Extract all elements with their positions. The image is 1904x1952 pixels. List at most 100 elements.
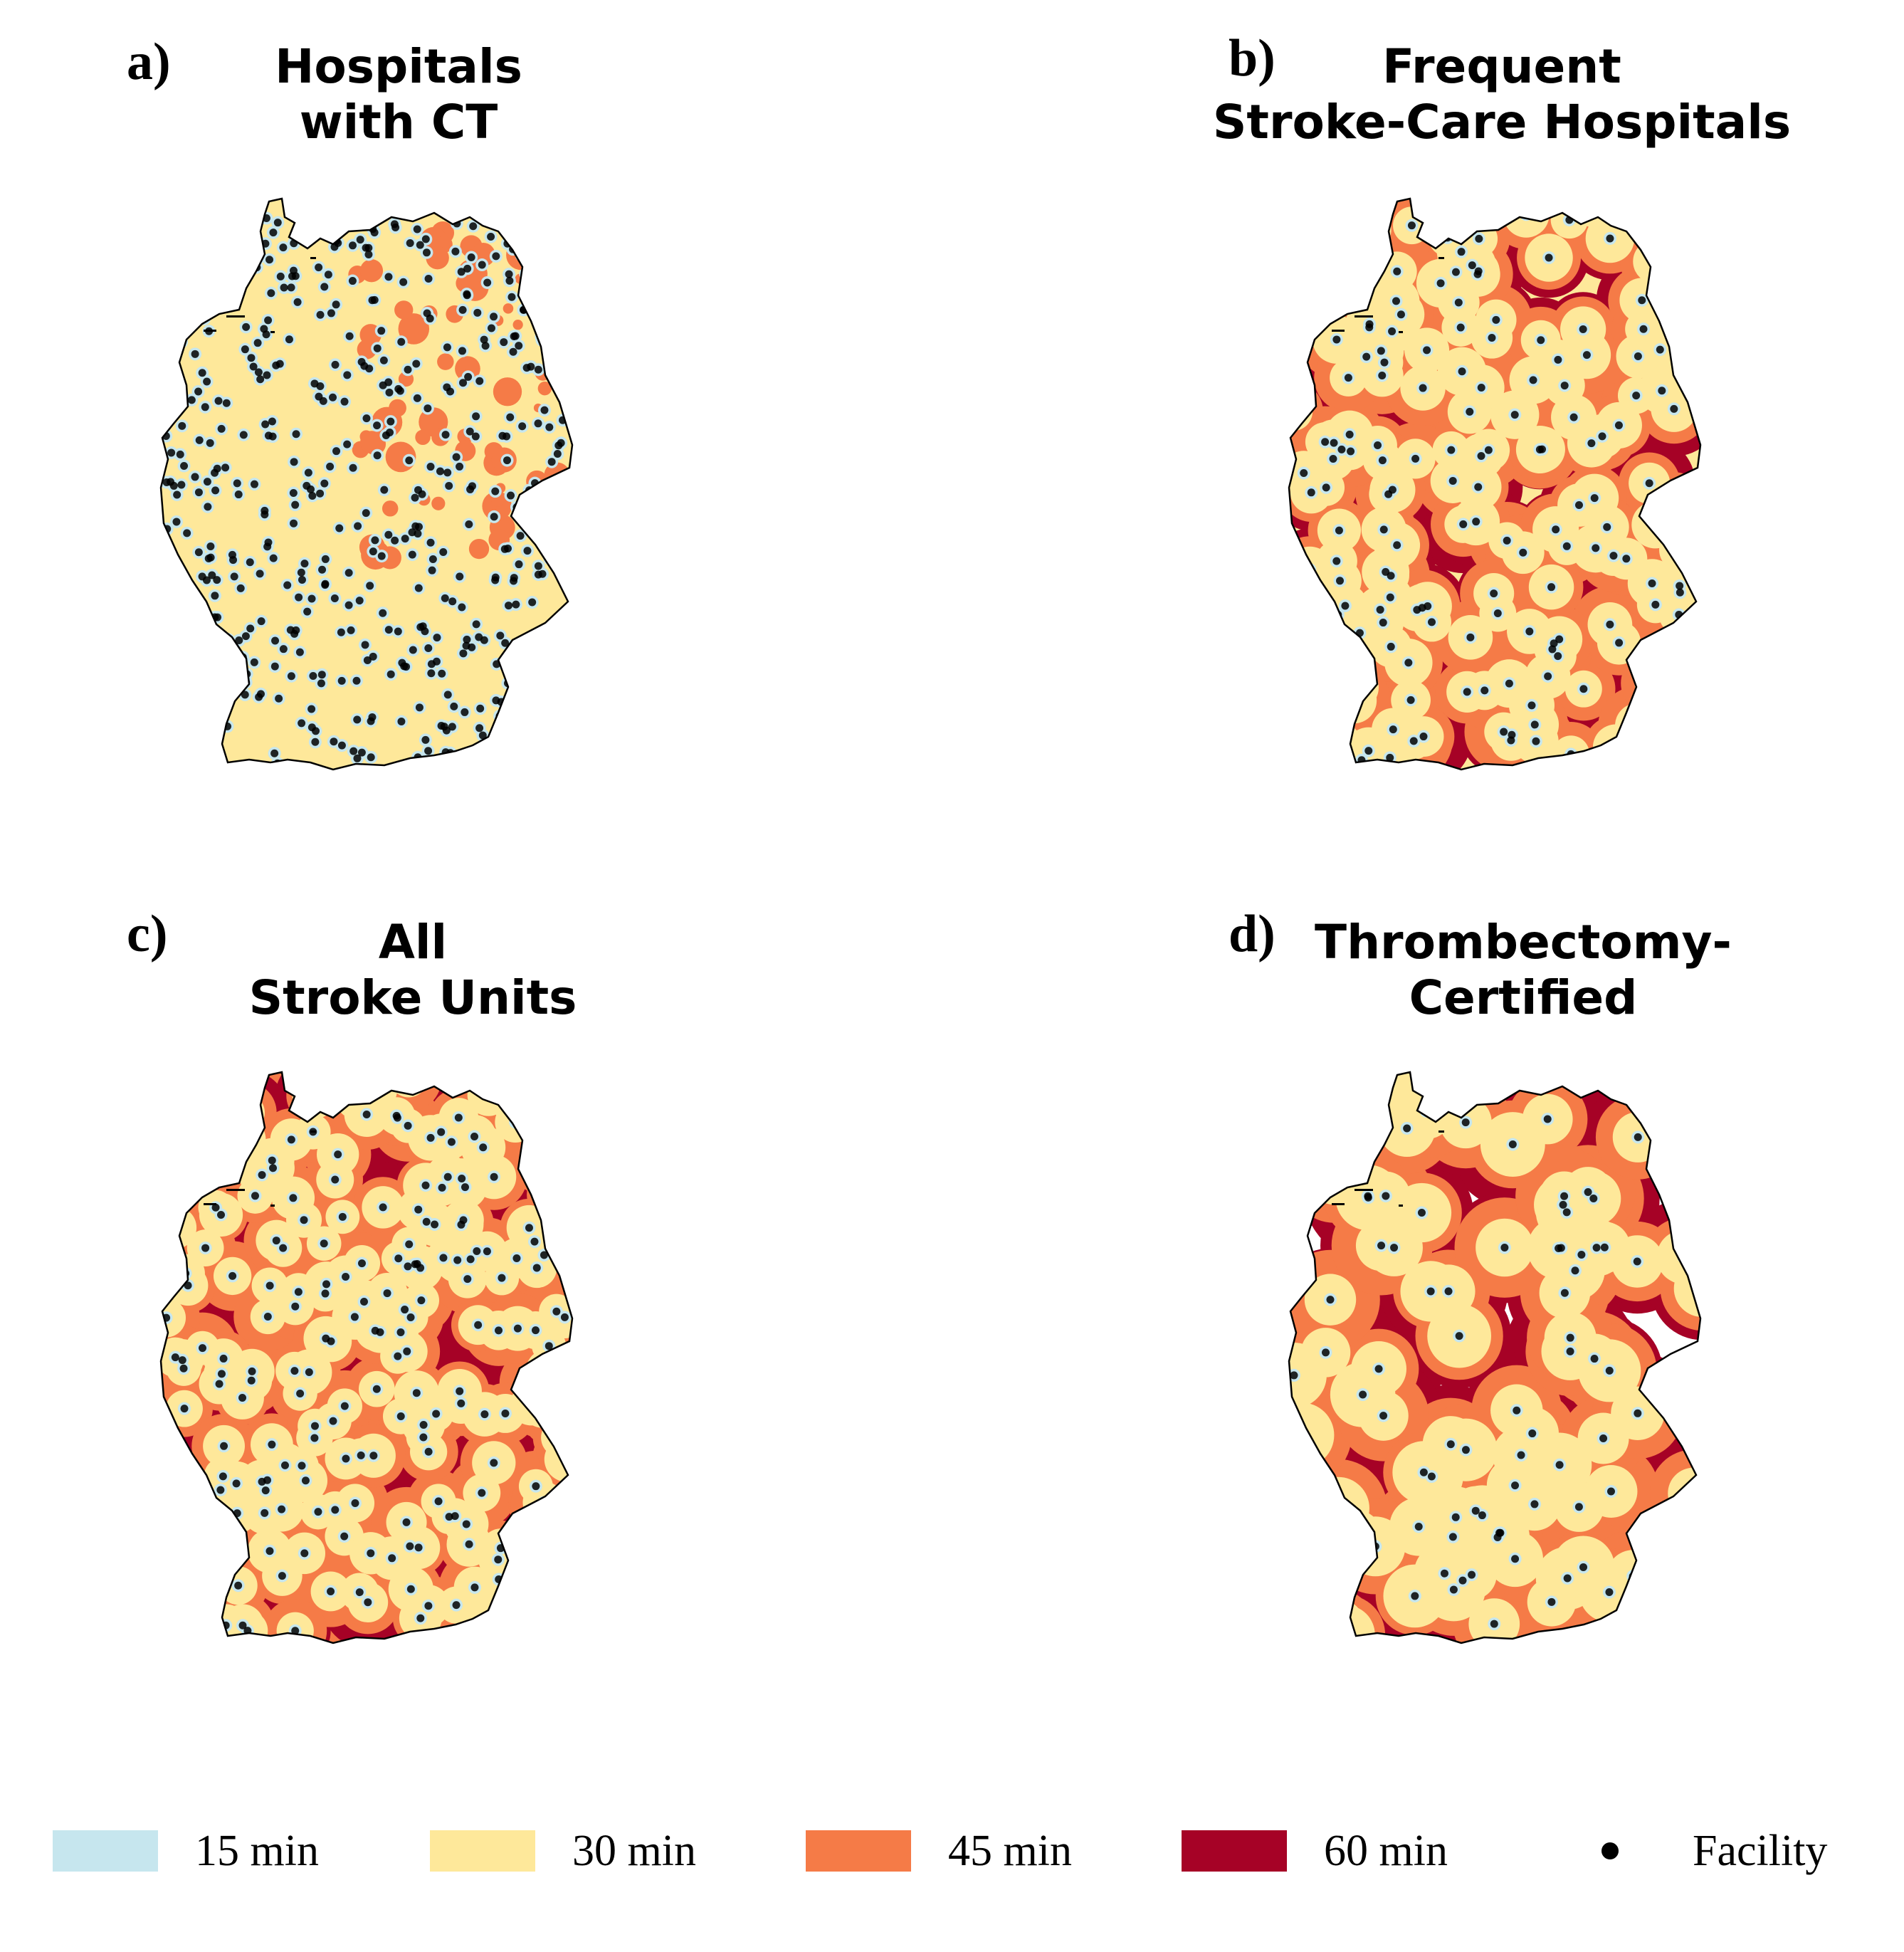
facility-dot: [474, 1321, 483, 1329]
legend-item-45: 45 min: [806, 1815, 1072, 1887]
facility-dot: [373, 421, 382, 430]
facility-dot: [332, 214, 340, 222]
facility-dot: [257, 617, 265, 626]
facility-dot: [315, 392, 323, 401]
facility-dot: [270, 662, 279, 671]
facility-dot: [521, 739, 530, 747]
facility-dot: [563, 268, 572, 276]
facility-dot: [521, 270, 530, 278]
facility-dot: [353, 715, 362, 724]
facility-dot: [1681, 300, 1689, 308]
facility-dot: [292, 626, 300, 634]
facility-dot: [272, 1237, 280, 1245]
facility-dot: [1684, 365, 1693, 374]
facility-dot: [362, 243, 370, 252]
facility-dot: [419, 1420, 428, 1429]
facility-dot: [246, 624, 255, 633]
facility-dot: [567, 522, 572, 530]
facility-dot: [287, 283, 295, 292]
facility-dot: [556, 1190, 564, 1199]
facility-dot: [1477, 384, 1485, 392]
facility-dot: [204, 554, 213, 562]
island: [226, 315, 245, 318]
facility-dot: [563, 1561, 572, 1570]
facility-dot: [1307, 488, 1315, 497]
facility-dot: [161, 1593, 169, 1602]
facility-dot: [283, 581, 292, 589]
facility-dot: [340, 1532, 349, 1541]
facility-dot: [263, 371, 271, 379]
facility-dot: [201, 268, 209, 276]
facility-dot: [337, 628, 345, 636]
facility-dot: [503, 544, 512, 552]
legend-swatch: [430, 1830, 535, 1872]
facility-dot: [438, 669, 446, 678]
facility-dot: [218, 1121, 226, 1129]
facility-dot: [1403, 1124, 1411, 1133]
facility-dot: [572, 314, 579, 322]
facility-dot: [439, 1254, 448, 1262]
facility-dot: [322, 1280, 331, 1289]
facility-dot: [1590, 1355, 1599, 1363]
facility-dot: [463, 264, 472, 273]
facility-dot: [565, 373, 572, 382]
facility-dot: [1634, 1133, 1642, 1141]
facility-dot: [354, 522, 362, 530]
facility-dot: [516, 532, 525, 540]
facility-dot: [465, 520, 473, 529]
facility-dot: [1634, 721, 1642, 730]
facility-dot: [446, 204, 455, 213]
facility-dot: [441, 594, 449, 602]
facility-dot: [1634, 352, 1642, 361]
facility-dot: [1592, 1244, 1601, 1252]
facility-dot: [1388, 327, 1397, 335]
facility-dot: [338, 1212, 347, 1221]
facility-dot: [1455, 1332, 1463, 1340]
facility-dot: [416, 1264, 425, 1272]
facility-dot: [454, 1113, 463, 1122]
facility-dot: [166, 1581, 174, 1590]
facility-dot: [194, 387, 203, 396]
germany-map: [159, 1071, 574, 1644]
facility-dot: [1560, 382, 1569, 390]
facility-dot: [371, 536, 379, 545]
facility-dot: [490, 513, 498, 521]
facility-dot: [394, 627, 402, 636]
facility-dot: [270, 749, 279, 757]
panel-letter: c): [127, 905, 168, 963]
facility-dot: [1448, 1533, 1457, 1541]
facility-dot: [416, 1614, 425, 1622]
facility-dot: [505, 602, 513, 610]
facility-dot: [537, 318, 545, 326]
facility-dot: [377, 552, 386, 560]
facility-dot: [417, 1296, 426, 1305]
facility-dot: [479, 1143, 488, 1152]
facility-dot: [1648, 679, 1657, 688]
facility-dot: [517, 677, 526, 686]
facility-dot: [203, 478, 211, 486]
facility-dot: [290, 458, 298, 466]
travel-time-zones: [161, 1072, 572, 1643]
facility-dot: [1444, 1287, 1453, 1296]
facility-dot: [183, 529, 191, 537]
facility-dot: [1440, 1569, 1448, 1578]
facility-dot: [411, 522, 420, 530]
facility-dot: [1492, 315, 1500, 324]
facility-dot: [1517, 1451, 1525, 1459]
facility-dot: [404, 1121, 412, 1130]
facility-dot: [517, 712, 526, 720]
facility-dot: [361, 641, 369, 649]
facility-dot: [219, 1354, 228, 1363]
facility-dot: [447, 1138, 456, 1146]
facility-dot: [1311, 231, 1320, 239]
facility-dot: [390, 220, 399, 229]
facility-dot: [1685, 650, 1694, 658]
facility-dot: [458, 1175, 466, 1183]
facility-dot: [379, 609, 387, 617]
facility-dot: [1508, 1140, 1517, 1149]
facility-dot: [443, 691, 452, 699]
facility-dot: [1663, 730, 1672, 738]
facility-dot: [547, 458, 556, 466]
facility-dot: [483, 1617, 491, 1626]
facility-dot: [472, 620, 480, 629]
